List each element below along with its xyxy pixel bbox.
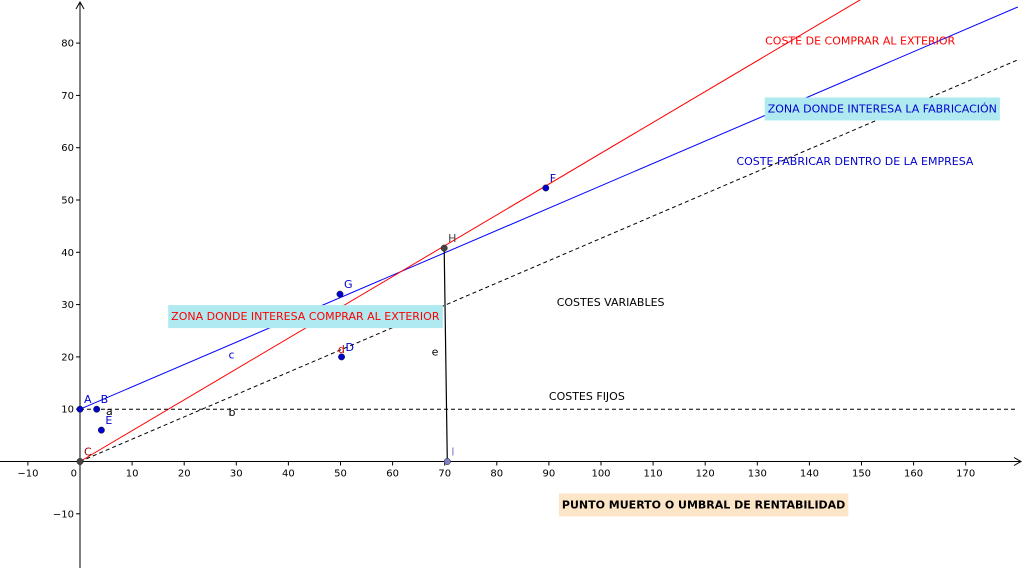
x-tick-label: −10 bbox=[17, 469, 38, 480]
series-line-a bbox=[79, 0, 861, 462]
point-D[interactable] bbox=[338, 353, 345, 361]
point-E[interactable] bbox=[97, 426, 105, 434]
annotation-text: COSTES FIJOS bbox=[549, 390, 625, 403]
x-axis-arrow bbox=[1013, 457, 1023, 466]
y-tick-label: 60 bbox=[61, 143, 74, 154]
annotation-box: ZONA DONDE INTERESA LA FABRICACIÓN bbox=[764, 97, 1000, 121]
x-tick-label: 170 bbox=[956, 469, 975, 480]
point-label-A: A bbox=[84, 393, 92, 406]
point-label-H: H bbox=[448, 232, 456, 245]
annotation-box-text: PUNTO MUERTO O UMBRAL DE RENTABILIDAD bbox=[562, 498, 845, 511]
point-I[interactable] bbox=[443, 458, 451, 465]
point-label-E: E bbox=[105, 414, 112, 427]
point-label-G: G bbox=[344, 278, 353, 291]
x-tick-label: 140 bbox=[800, 469, 819, 480]
annotation-box-text: ZONA DONDE INTERESA COMPRAR AL EXTERIOR bbox=[171, 310, 440, 323]
x-tick-label: 160 bbox=[904, 469, 923, 480]
y-tick-label: 10 bbox=[61, 405, 74, 416]
y-tick-label: 20 bbox=[61, 352, 74, 363]
annotation-texts: COSTE DE COMPRAR AL EXTERIOR COSTE FABRIC… bbox=[106, 34, 974, 418]
x-tick-label: 100 bbox=[591, 469, 610, 480]
x-tick-label: 110 bbox=[644, 469, 663, 480]
x-tick-label: 60 bbox=[386, 469, 399, 480]
series-lines bbox=[79, 0, 1018, 462]
x-tick-label: 10 bbox=[126, 469, 139, 480]
y-axis-arrow bbox=[75, 0, 85, 10]
x-tick-label: 130 bbox=[748, 469, 767, 480]
y-tick-label: 30 bbox=[61, 300, 74, 311]
x-tick-label: 20 bbox=[178, 469, 191, 480]
series-line-e bbox=[443, 248, 448, 462]
point-H[interactable] bbox=[440, 244, 448, 252]
y-tick-label: 50 bbox=[61, 196, 74, 207]
x-tick-label: 150 bbox=[852, 469, 871, 480]
line-label-d: d bbox=[338, 343, 345, 356]
line-label-b: b bbox=[228, 406, 235, 419]
annotation-text: COSTES VARIABLES bbox=[557, 296, 665, 309]
line-label-a: a bbox=[106, 405, 113, 418]
data-points[interactable]: A BE C D G F H I bbox=[76, 172, 556, 465]
annotation-boxes: ZONA DONDE INTERESA LA FABRICACIÓN ZONA D… bbox=[168, 97, 1000, 517]
point-label-C: C bbox=[84, 446, 92, 459]
y-tick-label: −10 bbox=[53, 509, 74, 520]
series-line-c bbox=[79, 6, 1018, 410]
x-tick-label: 70 bbox=[438, 469, 451, 480]
line-label-c: c bbox=[228, 348, 234, 361]
point-G[interactable] bbox=[336, 290, 344, 298]
y-tick-label: 80 bbox=[61, 39, 74, 50]
x-tick-label: 50 bbox=[334, 469, 347, 480]
series-line-b bbox=[79, 59, 1018, 462]
point-label-F: F bbox=[550, 172, 556, 185]
x-tick-label: 40 bbox=[282, 469, 295, 480]
x-tick-label: 90 bbox=[543, 469, 556, 480]
x-tick-label: 30 bbox=[230, 469, 243, 480]
point-label-B: B bbox=[101, 393, 109, 406]
annotation-box-bg bbox=[168, 305, 443, 329]
annotation-box-text: ZONA DONDE INTERESA LA FABRICACIÓN bbox=[768, 102, 997, 115]
line-label-e: e bbox=[432, 346, 439, 359]
x-tick-label: 0 bbox=[71, 469, 77, 480]
point-F[interactable] bbox=[542, 184, 550, 192]
x-tick-label: 80 bbox=[490, 469, 503, 480]
annotation-box: PUNTO MUERTO O UMBRAL DE RENTABILIDAD bbox=[558, 493, 849, 517]
point-A[interactable] bbox=[76, 405, 84, 413]
point-B[interactable] bbox=[93, 405, 101, 413]
y-tick-label: 40 bbox=[61, 248, 74, 259]
x-tick-label: 120 bbox=[696, 469, 715, 480]
annotation-text: COSTE DE COMPRAR AL EXTERIOR bbox=[765, 34, 955, 47]
annotation-box-bg bbox=[764, 97, 1000, 121]
point-label-D: D bbox=[346, 341, 354, 354]
point-label-I: I bbox=[451, 446, 454, 459]
annotation-box-bg bbox=[558, 493, 849, 517]
annotation-text: COSTE FABRICAR DENTRO DE LA EMPRESA bbox=[736, 155, 973, 168]
y-tick-label: 70 bbox=[61, 91, 74, 102]
annotation-box: ZONA DONDE INTERESA COMPRAR AL EXTERIOR bbox=[168, 305, 443, 329]
point-C[interactable] bbox=[76, 458, 84, 465]
